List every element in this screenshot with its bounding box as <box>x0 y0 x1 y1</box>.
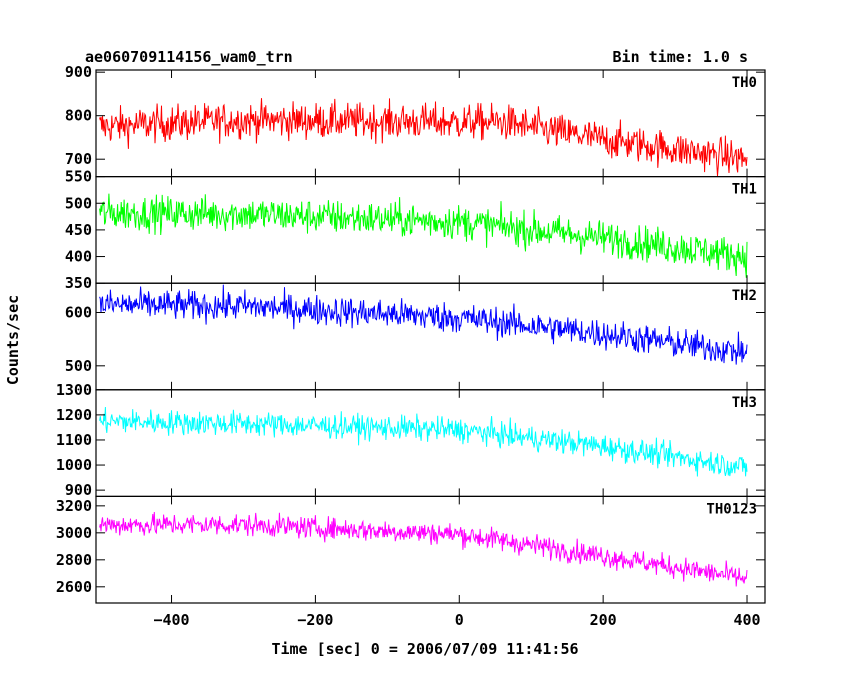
y-tick-label: 1300 <box>56 381 92 399</box>
panel-th2: 500 600 TH2 <box>65 282 766 391</box>
x-axis-title: Time [sec] 0 = 2006/07/09 11:41:56 <box>271 640 578 658</box>
y-axis-title: Counts/sec <box>4 295 22 385</box>
chart-title: ae060709114156_wam0_trn <box>85 48 293 66</box>
x-tick-label: 0 <box>455 611 464 629</box>
y-tick-label: 2600 <box>56 578 92 596</box>
y-tick-label: 900 <box>65 481 92 499</box>
x-tick-label: −200 <box>297 611 333 629</box>
series-line-th3 <box>99 406 748 477</box>
y-tick-label: 3200 <box>56 497 92 515</box>
x-tick-label: 400 <box>733 611 760 629</box>
panel-th0: 700 800 900 TH0 <box>65 63 766 178</box>
y-tick-label: 800 <box>65 107 92 125</box>
panel-frame <box>95 282 766 391</box>
y-tick-label: 1200 <box>56 406 92 424</box>
panel-label-th3: TH3 <box>732 395 757 411</box>
y-tick-label: 500 <box>65 194 92 212</box>
panels: 700 800 900 TH0 350 400 450 500 550 TH1 500 600 TH2 9… <box>56 63 766 604</box>
y-tick-label: 1000 <box>56 456 92 474</box>
y-tick-label: 400 <box>65 248 92 266</box>
x-tick-label: 200 <box>590 611 617 629</box>
y-tick-label: 350 <box>65 274 92 292</box>
y-tick-label: 450 <box>65 221 92 239</box>
x-axis: −400 −200 0 200 400 <box>153 611 760 629</box>
series-line-th0 <box>99 98 748 177</box>
panel-th3: 900 1000 1100 1200 1300 TH3 <box>56 381 766 499</box>
panel-frame <box>95 495 766 604</box>
x-tick-label: −400 <box>153 611 189 629</box>
series-line-th1 <box>99 193 748 278</box>
y-tick-label: 600 <box>65 304 92 322</box>
panel-th0123: 2600 2800 3000 3200 TH0123 <box>56 495 766 604</box>
y-tick-label: 500 <box>65 357 92 375</box>
series-line-th0123 <box>99 511 748 587</box>
panel-label-th0123: TH0123 <box>706 501 757 517</box>
y-tick-label: 700 <box>65 150 92 168</box>
panel-th1: 350 400 450 500 550 TH1 <box>65 168 766 292</box>
y-tick-label: 900 <box>65 63 92 81</box>
series-line-th2 <box>99 284 748 365</box>
panel-label-th0: TH0 <box>732 75 757 91</box>
y-tick-label: 3000 <box>56 524 92 542</box>
panel-label-th1: TH1 <box>732 182 757 198</box>
y-tick-label: 2800 <box>56 551 92 569</box>
y-tick-label: 1100 <box>56 431 92 449</box>
y-tick-label: 550 <box>65 168 92 186</box>
panel-label-th2: TH2 <box>732 288 757 304</box>
panel-frame <box>95 389 766 497</box>
bin-time-label: Bin time: 1.0 s <box>613 48 748 66</box>
